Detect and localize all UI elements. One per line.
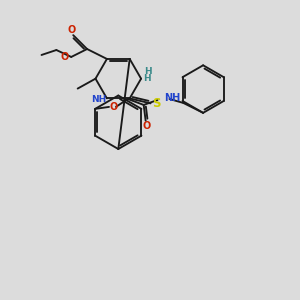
Text: NH: NH	[164, 93, 181, 103]
Text: NH: NH	[91, 95, 106, 104]
Text: H: H	[143, 74, 151, 83]
Text: H: H	[144, 67, 152, 76]
Text: O: O	[110, 102, 118, 112]
Text: S: S	[152, 97, 161, 110]
Text: O: O	[142, 121, 151, 131]
Text: O: O	[67, 25, 75, 35]
Text: O: O	[60, 52, 68, 62]
